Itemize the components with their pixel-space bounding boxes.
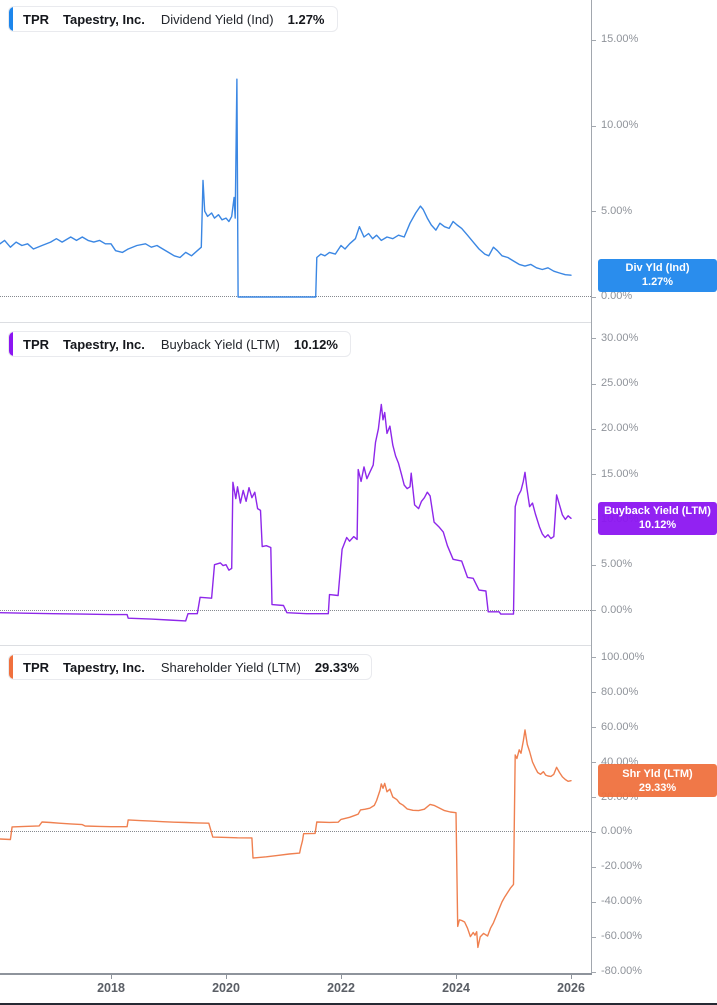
instrument-chip-buyback-yield[interactable]: TPR Tapestry, Inc. Buyback Yield (LTM) 1… [8,331,351,357]
badge-metric-label: Div Yld (Ind) [625,262,690,275]
x-axis-tick [456,973,457,979]
y-axis-tick [591,296,596,298]
badge-metric-value: 29.33% [638,781,677,794]
x-axis-label: 2024 [442,981,470,995]
y-axis-tick [591,383,596,385]
y-axis-label: 30.00% [601,331,639,344]
chip-accent-bar [9,332,13,356]
y-axis-label: 0.00% [601,603,633,616]
ticker-symbol: TPR [23,11,49,27]
y-axis-tick [591,428,596,430]
y-axis-tick [591,971,596,973]
y-axis-label: 80.00% [601,685,639,698]
axis-value-badge-dividend: Div Yld (Ind) 1.27% [598,258,717,292]
x-axis-tick [341,973,342,979]
x-axis-line [0,973,592,975]
y-axis-tick [591,831,596,833]
y-axis-label: 25.00% [601,377,639,390]
y-axis-label: 0.00% [601,825,633,838]
y-axis-tick [591,657,596,659]
y-axis-tick [591,564,596,566]
x-axis-label: 2026 [557,981,585,995]
x-axis-label: 2022 [327,981,355,995]
y-axis-label: 15.00% [601,33,639,46]
x-axis-tick [226,973,227,979]
y-axis-tick [591,519,596,521]
y-axis-tick [591,692,596,694]
y-axis-label: 0.00% [601,290,633,303]
y-axis-tick [591,39,596,41]
y-axis-label: 5.00% [601,204,633,217]
zero-line-buyback [0,609,591,611]
y-axis-label: -40.00% [601,895,642,908]
badge-metric-label: Buyback Yield (LTM) [604,505,711,518]
buyback-yield-plot[interactable] [0,323,591,645]
company-name: Tapestry, Inc. [63,11,145,27]
y-axis-label: 100.00% [601,650,645,663]
y-axis-tick [591,125,596,127]
y-axis-label: 20.00% [601,422,639,435]
y-axis-tick [591,610,596,612]
instrument-chip-shareholder-yield[interactable]: TPR Tapestry, Inc. Shareholder Yield (LT… [8,654,372,680]
metric-value: 10.12% [293,336,338,352]
x-axis-tick [111,973,112,979]
x-axis-label: 2020 [212,981,240,995]
metric-value: 1.27% [287,11,325,27]
y-axis-tick [591,474,596,476]
y-axis-tick [591,762,596,764]
chip-accent-bar [9,655,13,679]
badge-metric-value: 10.12% [638,519,677,532]
bottom-edge-strip [0,1003,717,1005]
y-axis-tick [591,211,596,213]
zero-line-shareholder [0,831,591,833]
y-axis-line [591,0,592,973]
y-axis-tick [591,338,596,340]
y-axis-label: 15.00% [601,467,639,480]
y-axis-label: 10.00% [601,119,639,131]
x-axis-label: 2018 [97,981,125,995]
dividend-yield-plot[interactable] [0,0,591,322]
badge-metric-value: 1.27% [641,276,674,289]
metric-name: Dividend Yield (Ind) [160,11,274,27]
badge-metric-label: Shr Yld (LTM) [622,767,693,780]
chip-accent-bar [9,7,13,31]
instrument-chip-dividend-yield[interactable]: TPR Tapestry, Inc. Dividend Yield (Ind) … [8,6,338,32]
y-axis-label: 5.00% [601,558,633,571]
axis-value-badge-buyback: Buyback Yield (LTM) 10.12% [598,501,717,535]
ticker-symbol: TPR [23,659,49,675]
y-axis-tick [591,866,596,868]
y-axis-label: -60.00% [601,930,642,943]
y-axis-label: -20.00% [601,860,642,873]
company-name: Tapestry, Inc. [63,336,145,352]
axis-value-badge-shareholder: Shr Yld (LTM) 29.33% [598,764,717,798]
metric-name: Buyback Yield (LTM) [160,336,280,352]
y-axis-tick [591,901,596,903]
metric-name: Shareholder Yield (LTM) [160,659,301,675]
x-axis-tick [571,973,572,979]
panel-separator-2 [0,645,591,646]
metric-value: 29.33% [314,659,359,675]
y-axis-label: -80.00% [601,965,642,978]
y-axis-tick [591,936,596,938]
y-axis-tick [591,727,596,729]
y-axis-label: 60.00% [601,720,639,733]
y-axis-tick [591,797,596,798]
panel-separator-1 [0,322,591,323]
ticker-symbol: TPR [23,336,49,352]
shareholder-yield-plot[interactable] [0,647,591,973]
company-name: Tapestry, Inc. [63,659,145,675]
